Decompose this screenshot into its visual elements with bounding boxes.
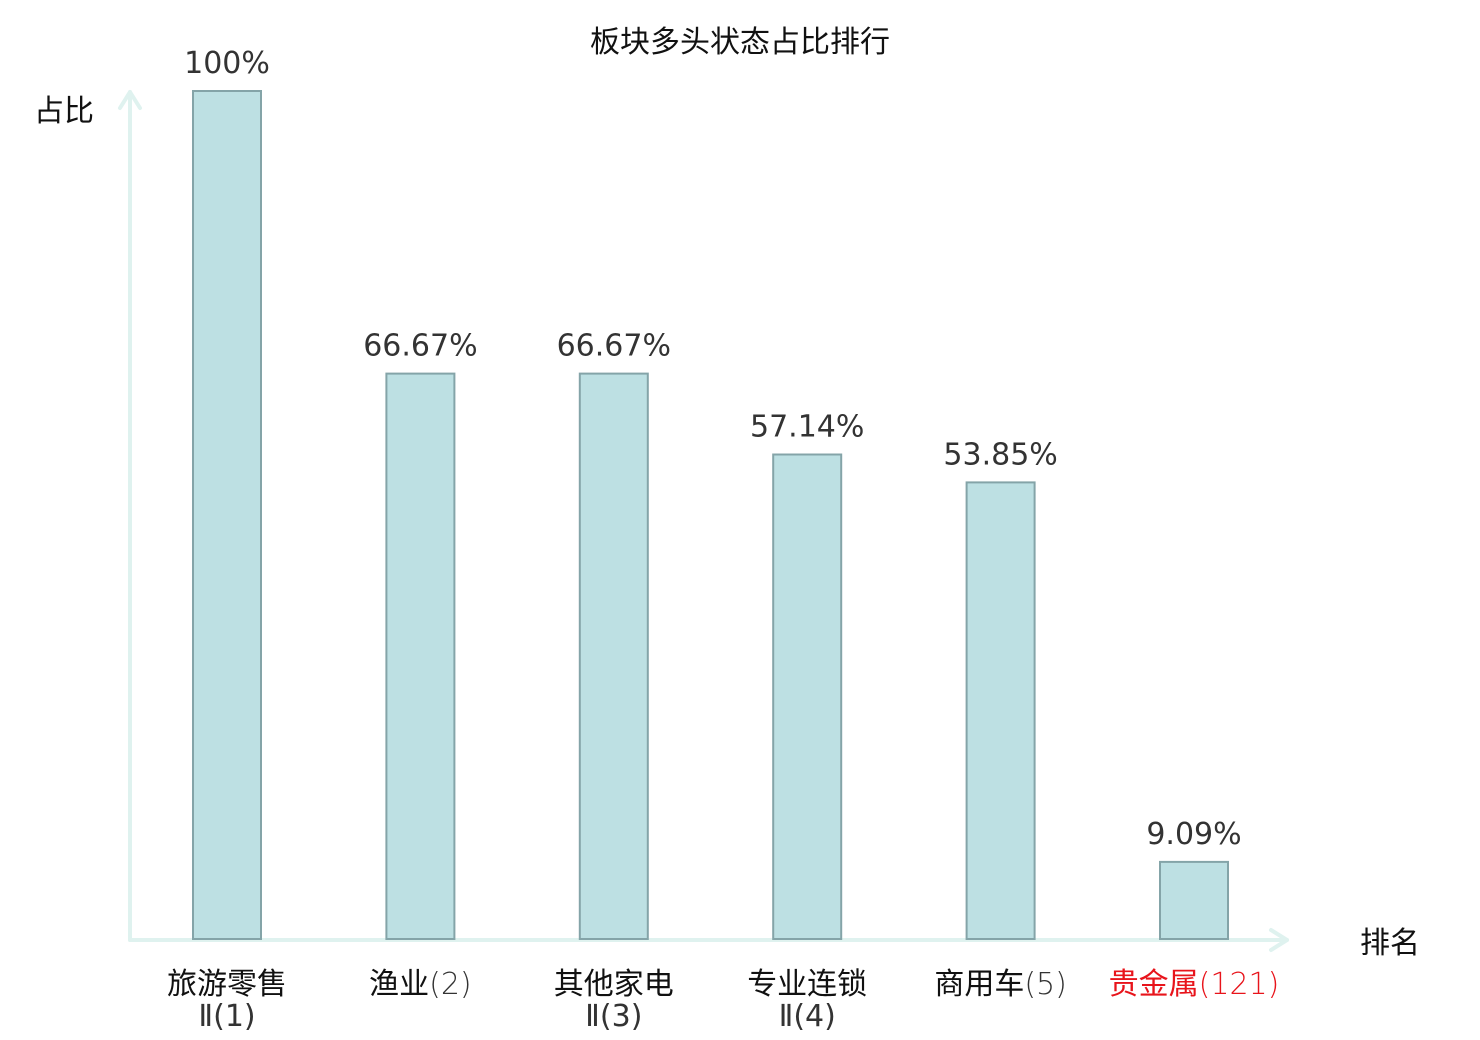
category-name-2: 渔业(2) <box>369 967 472 1002</box>
value-label-2: 66.67% <box>363 329 477 364</box>
bar-2 <box>385 372 456 941</box>
category-rank-1: Ⅱ(1) <box>198 999 255 1034</box>
value-label-6: 9.09% <box>1146 817 1241 852</box>
category-rank-3: Ⅱ(3) <box>585 999 642 1034</box>
category-rank-4: Ⅱ(4) <box>779 999 836 1034</box>
category-name-1: 旅游零售 <box>167 967 287 1002</box>
category-name-6: 贵金属(121) <box>1109 967 1280 1002</box>
bar-1 <box>192 90 262 940</box>
chart-title: 板块多头状态占比排行 <box>590 25 890 60</box>
y-axis-label: 占比 <box>34 94 94 129</box>
bar-3 <box>578 372 649 941</box>
value-label-5: 53.85% <box>943 437 1057 472</box>
category-label-2: 渔业(2) <box>369 967 472 1002</box>
y-axis-arrow <box>118 90 142 110</box>
category-name-4: 专业连锁 <box>747 967 867 1002</box>
value-label-4: 57.14% <box>750 410 864 445</box>
category-name-5: 商用车(5) <box>934 967 1067 1002</box>
x-axis-label: 排名 <box>1360 926 1420 961</box>
x-axis-arrow <box>1269 928 1289 952</box>
value-labels: 100% 66.67% 66.67% 57.14% 53.85% 9.09% <box>184 46 1242 852</box>
bar-5 <box>965 481 1036 940</box>
category-label-6: 贵金属(121) <box>1109 967 1280 1002</box>
bar-4 <box>772 453 843 940</box>
value-label-1: 100% <box>184 46 270 81</box>
value-label-3: 66.67% <box>557 329 671 364</box>
category-name-3: 其他家电 <box>554 967 674 1002</box>
bar-6 <box>1159 860 1229 941</box>
bars <box>192 90 1229 941</box>
category-label-5: 商用车(5) <box>934 967 1067 1002</box>
axes <box>118 90 1289 952</box>
